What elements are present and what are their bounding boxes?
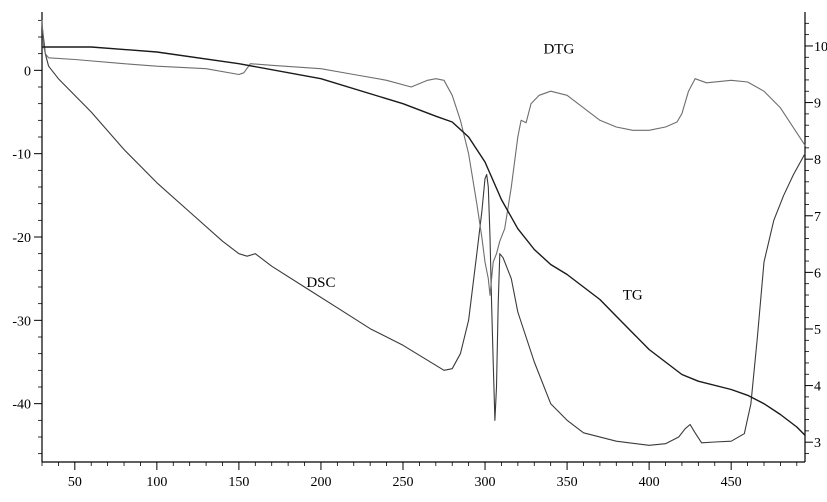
series-dtg-line — [41, 19, 806, 296]
x-tick-label: 150 — [228, 475, 249, 490]
y2-tick-label: 10 — [814, 40, 827, 55]
x-tick-label: 100 — [146, 475, 167, 490]
y2-tick-label: 6 — [814, 266, 821, 281]
series-dtg-label: DTG — [543, 42, 574, 58]
series-labels: DSC DTG TG — [306, 42, 643, 304]
y-tick-label: -10 — [12, 148, 31, 163]
x-tick-label: 350 — [557, 475, 578, 490]
y2-tick-label: 7 — [814, 210, 821, 225]
x-tick-label: 450 — [721, 475, 742, 490]
series-tg-label: TG — [623, 288, 643, 304]
x-tick-label: 200 — [310, 475, 331, 490]
x-tick-label: 400 — [639, 475, 660, 490]
axes: 50 100 150 200 250 300 350 400 450 0 -10 -20 -30 -40 3… — [12, 12, 827, 490]
x-tick-label: 300 — [475, 475, 496, 490]
curves — [41, 19, 806, 446]
y-tick-label: -40 — [12, 398, 31, 413]
y-tick-label: -30 — [12, 314, 31, 329]
y2-tick-label: 5 — [814, 323, 821, 338]
y2-tick-label: 3 — [814, 436, 821, 451]
y2-tick-label: 9 — [814, 97, 821, 112]
series-dsc-line — [41, 23, 806, 446]
x-tick-label: 250 — [392, 475, 413, 490]
y-tick-label: 0 — [24, 64, 31, 79]
series-dsc-label: DSC — [306, 275, 335, 291]
y-tick-label: -20 — [12, 231, 31, 246]
y2-tick-label: 8 — [814, 153, 821, 168]
series-tg-line — [41, 46, 806, 436]
x-tick-label: 50 — [68, 475, 82, 490]
y2-tick-label: 4 — [814, 380, 821, 395]
